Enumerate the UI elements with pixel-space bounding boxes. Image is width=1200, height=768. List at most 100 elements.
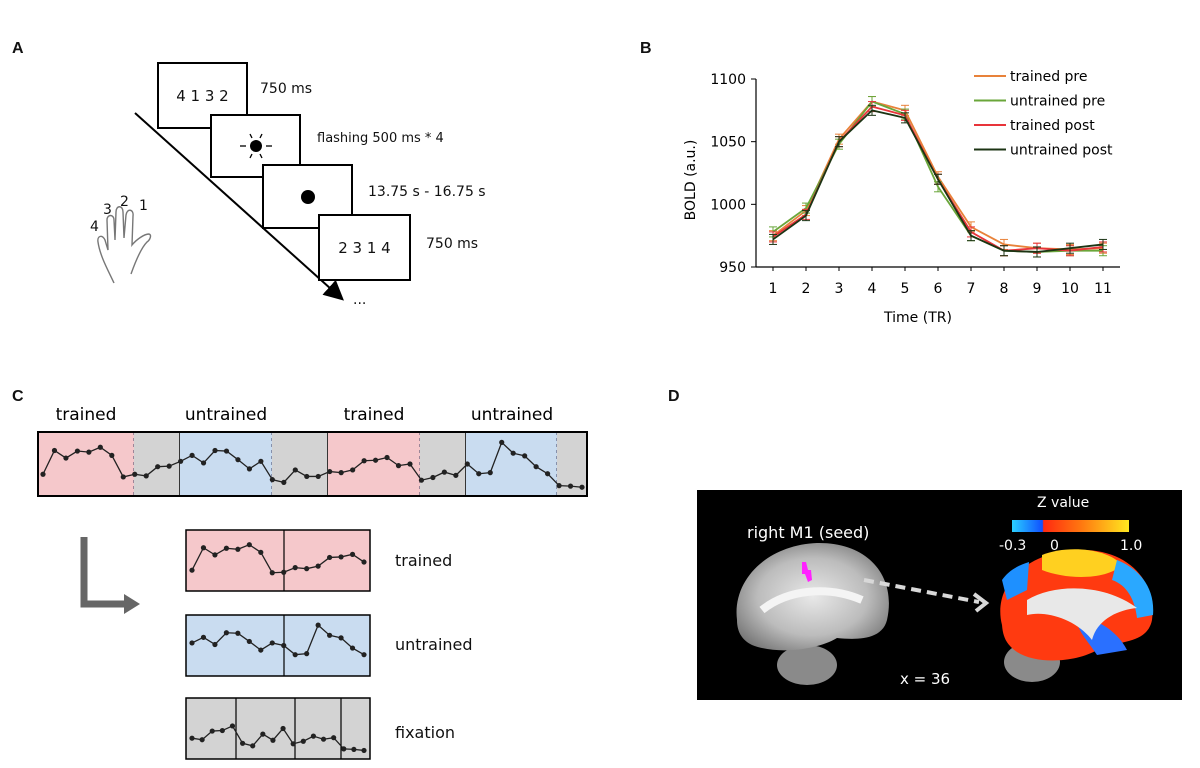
timeseries-point (327, 468, 333, 475)
split-fixation-point (250, 743, 256, 749)
duration-label: 750 ms (260, 81, 313, 97)
timeline-arrow (134, 112, 344, 301)
split-fixation-point (310, 733, 317, 739)
block-untrained (466, 432, 557, 496)
split-fixation-point (199, 737, 205, 743)
split-fixation-point (280, 725, 286, 732)
timeseries-frame (37, 431, 588, 497)
colorbar-tick: -0.3 (999, 538, 1027, 554)
timeseries-point (109, 452, 115, 458)
duration-label: flashing 500 ms * 4 (317, 131, 444, 146)
timeseries-point (155, 464, 161, 470)
split-trained-point (258, 549, 264, 555)
y-tick-label: 1050 (710, 135, 746, 151)
block-untrained (180, 432, 272, 496)
panel-label-b: B (640, 40, 652, 57)
block-fixation (420, 432, 466, 496)
timeseries-point (476, 471, 482, 477)
x-tick-label: 9 (1033, 281, 1042, 297)
legend-label: trained post (1010, 118, 1095, 134)
timeseries-point (63, 455, 69, 461)
screen-flashing (210, 114, 301, 178)
slice-label: x = 36 (900, 670, 951, 688)
x-axis-label: Time (TR) (883, 310, 952, 326)
split-fixation-point (260, 731, 266, 737)
finger-label: 1 (139, 198, 148, 214)
connectivity-map-image (1000, 549, 1154, 682)
block-label-trained: trained (344, 405, 405, 425)
timeseries-point (74, 448, 81, 454)
timeseries-point (522, 453, 528, 459)
timeseries-point (464, 461, 470, 467)
error-bar (1000, 245, 1008, 257)
split-untrained-point (281, 642, 287, 649)
block-trained (328, 432, 420, 496)
split-untrained-point (269, 640, 275, 646)
timeseries-point (292, 467, 298, 473)
timeseries-point (132, 471, 138, 477)
timeseries-point (372, 457, 379, 463)
timeseries-point (579, 484, 585, 490)
split-untrained-point (315, 622, 321, 628)
block-label-untrained: untrained (185, 405, 267, 425)
x-tick-label: 7 (967, 281, 976, 297)
timeseries-point (533, 464, 539, 470)
timeseries-point (246, 466, 253, 472)
timeseries-point (361, 458, 367, 464)
x-tick-label: 5 (901, 281, 910, 297)
split-fixation-point (300, 738, 306, 744)
timeseries-point (223, 448, 230, 454)
finger-label: 4 (90, 219, 99, 235)
split-fixation-point (219, 727, 225, 734)
error-bar (802, 210, 810, 222)
x-tick-label: 10 (1061, 281, 1079, 297)
split-untrained-point (361, 652, 367, 658)
timeseries-diagram: trained untrained trained untrained (37, 405, 588, 760)
x-tick-label: 1 (769, 281, 778, 297)
split-fixation-point (331, 735, 337, 741)
split-fixation-point (270, 737, 276, 743)
block-trained (38, 432, 134, 496)
timeseries-point (407, 461, 413, 467)
split-untrained-point (338, 635, 344, 641)
split-trained-point (349, 551, 356, 557)
l-arrow-icon (80, 537, 128, 608)
panel-label-c: C (12, 388, 24, 405)
x-tick-label: 6 (934, 281, 943, 297)
split-trained-point (212, 552, 218, 558)
split-label-untrained: untrained (395, 635, 473, 654)
split-untrained-point (235, 630, 241, 636)
timeseries-point (453, 472, 459, 478)
dashed-arrow (863, 578, 980, 604)
legend-label: trained pre (1010, 69, 1088, 85)
bold-timecourse-chart: BOLD (a.u.) Time (TR) 950 1000 1050 1100 1 2 3… (683, 69, 1120, 326)
split-untrained-point (200, 634, 207, 640)
split-trained-point (292, 565, 298, 571)
timeseries-point (487, 470, 493, 476)
split-fixation-point (229, 723, 236, 729)
arrow-head-icon (124, 594, 140, 614)
split-fixation-point (320, 736, 327, 742)
screen-sequence-1: 4 1 3 2 (157, 62, 248, 129)
split-trained-point (246, 542, 252, 548)
panel-label-a: A (12, 40, 24, 57)
x-tick-label: 4 (868, 281, 877, 297)
split-untrained-point (292, 652, 298, 658)
split-trained-point (361, 559, 367, 565)
brain-images (736, 542, 1154, 685)
timeseries-point (189, 452, 195, 458)
finger-label: 2 (120, 194, 129, 210)
block-label-trained: trained (56, 405, 117, 425)
screen-sequence-2: 2 3 1 4 (318, 214, 411, 281)
timeseries-point (212, 447, 218, 454)
split-untrained-line (191, 623, 365, 656)
split-untrained-point (327, 632, 333, 638)
error-bar (901, 112, 909, 124)
split-untrained-point (223, 630, 229, 636)
split-trained-point (200, 545, 207, 551)
timeseries-point (350, 467, 356, 473)
timeseries-point (143, 473, 149, 479)
split-trained-point (315, 563, 321, 569)
timeseries-point (544, 471, 551, 477)
split-label-trained: trained (395, 551, 453, 570)
